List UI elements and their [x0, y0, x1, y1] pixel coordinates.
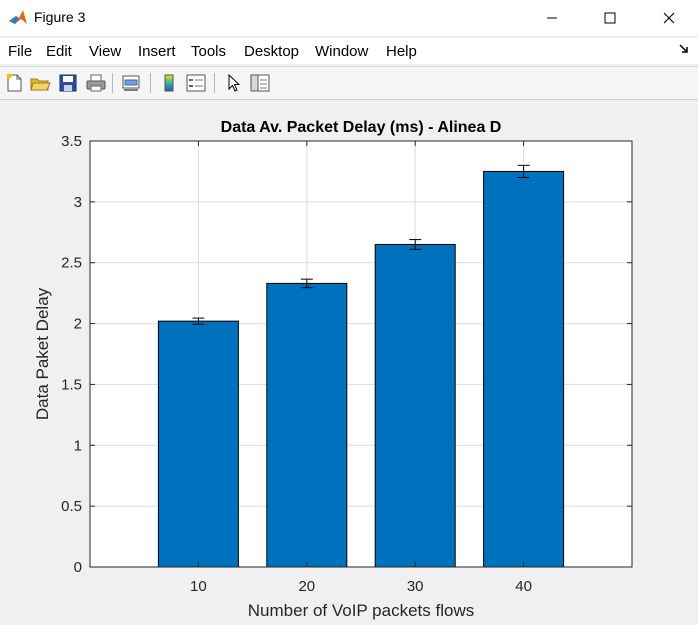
save-icon[interactable] — [57, 72, 79, 94]
menu-bar: File Edit View Insert Tools Desktop Wind… — [0, 38, 698, 64]
window-title: Figure 3 — [34, 9, 86, 25]
error-bars — [192, 164, 530, 325]
matlab-logo-icon — [9, 10, 27, 24]
maximize-button[interactable] — [587, 0, 633, 36]
close-button[interactable] — [646, 0, 692, 36]
edit-plot-arrow-icon[interactable] — [223, 72, 245, 94]
legend-icon[interactable] — [185, 72, 207, 94]
y-tick-label: 3 — [74, 194, 82, 211]
y-tick-label: 3.5 — [61, 133, 82, 150]
x-tick-label: 10 — [190, 578, 207, 595]
bar — [483, 170, 565, 568]
axis-ticks: 0 0.5 1 1.5 2 2.5 3 3.5 10 20 30 40 — [61, 133, 632, 595]
menu-window[interactable]: Window — [315, 43, 369, 60]
x-axis-title: Number of VoIP packets flows — [248, 601, 474, 620]
y-tick-label: 2.5 — [61, 255, 82, 272]
menu-desktop[interactable]: Desktop — [244, 43, 300, 60]
maximize-icon — [604, 12, 616, 24]
chart-title: Data Av. Packet Delay (ms) - Alinea D — [221, 119, 502, 136]
y-tick-label: 1.5 — [61, 376, 82, 393]
toolbar-separator — [214, 73, 215, 93]
minimize-button[interactable] — [529, 0, 575, 36]
toolbar-separator — [112, 73, 113, 93]
close-icon — [663, 12, 675, 24]
bar — [157, 320, 239, 568]
menu-help[interactable]: Help — [386, 43, 417, 60]
x-tick-label: 40 — [515, 578, 532, 595]
y-tick-label: 2 — [74, 316, 82, 333]
bar — [266, 282, 348, 568]
bar — [374, 243, 456, 568]
menu-insert[interactable]: Insert — [138, 43, 176, 60]
plot-frame — [89, 140, 633, 568]
property-inspector-icon[interactable] — [249, 72, 271, 94]
print-icon[interactable] — [85, 72, 107, 94]
colorbar-icon[interactable] — [158, 72, 180, 94]
new-figure-icon[interactable] — [3, 72, 25, 94]
bar-series — [157, 170, 565, 568]
toolbar-separator — [150, 73, 151, 93]
menu-view[interactable]: View — [89, 43, 122, 60]
open-file-icon[interactable] — [29, 72, 51, 94]
menu-tools[interactable]: Tools — [191, 43, 227, 60]
y-axis-title: Data Paket Delay — [33, 287, 52, 420]
y-tick-label: 0 — [74, 559, 82, 576]
y-tick-label: 1 — [74, 437, 82, 454]
minimize-icon — [547, 17, 557, 19]
menu-edit[interactable]: Edit — [46, 43, 72, 60]
bar-chart: 0 0.5 1 1.5 2 2.5 3 3.5 10 20 30 40 Data Av. Packet… — [33, 119, 633, 620]
dock-arrow-icon[interactable] — [678, 42, 692, 56]
y-tick-label: 0.5 — [61, 498, 82, 515]
x-tick-label: 20 — [298, 578, 315, 595]
title-bar: Figure 3 — [0, 0, 698, 36]
link-plot-icon[interactable] — [120, 72, 142, 94]
menu-file[interactable]: File — [8, 43, 33, 60]
toolbar — [0, 66, 698, 100]
x-tick-label: 30 — [407, 578, 424, 595]
